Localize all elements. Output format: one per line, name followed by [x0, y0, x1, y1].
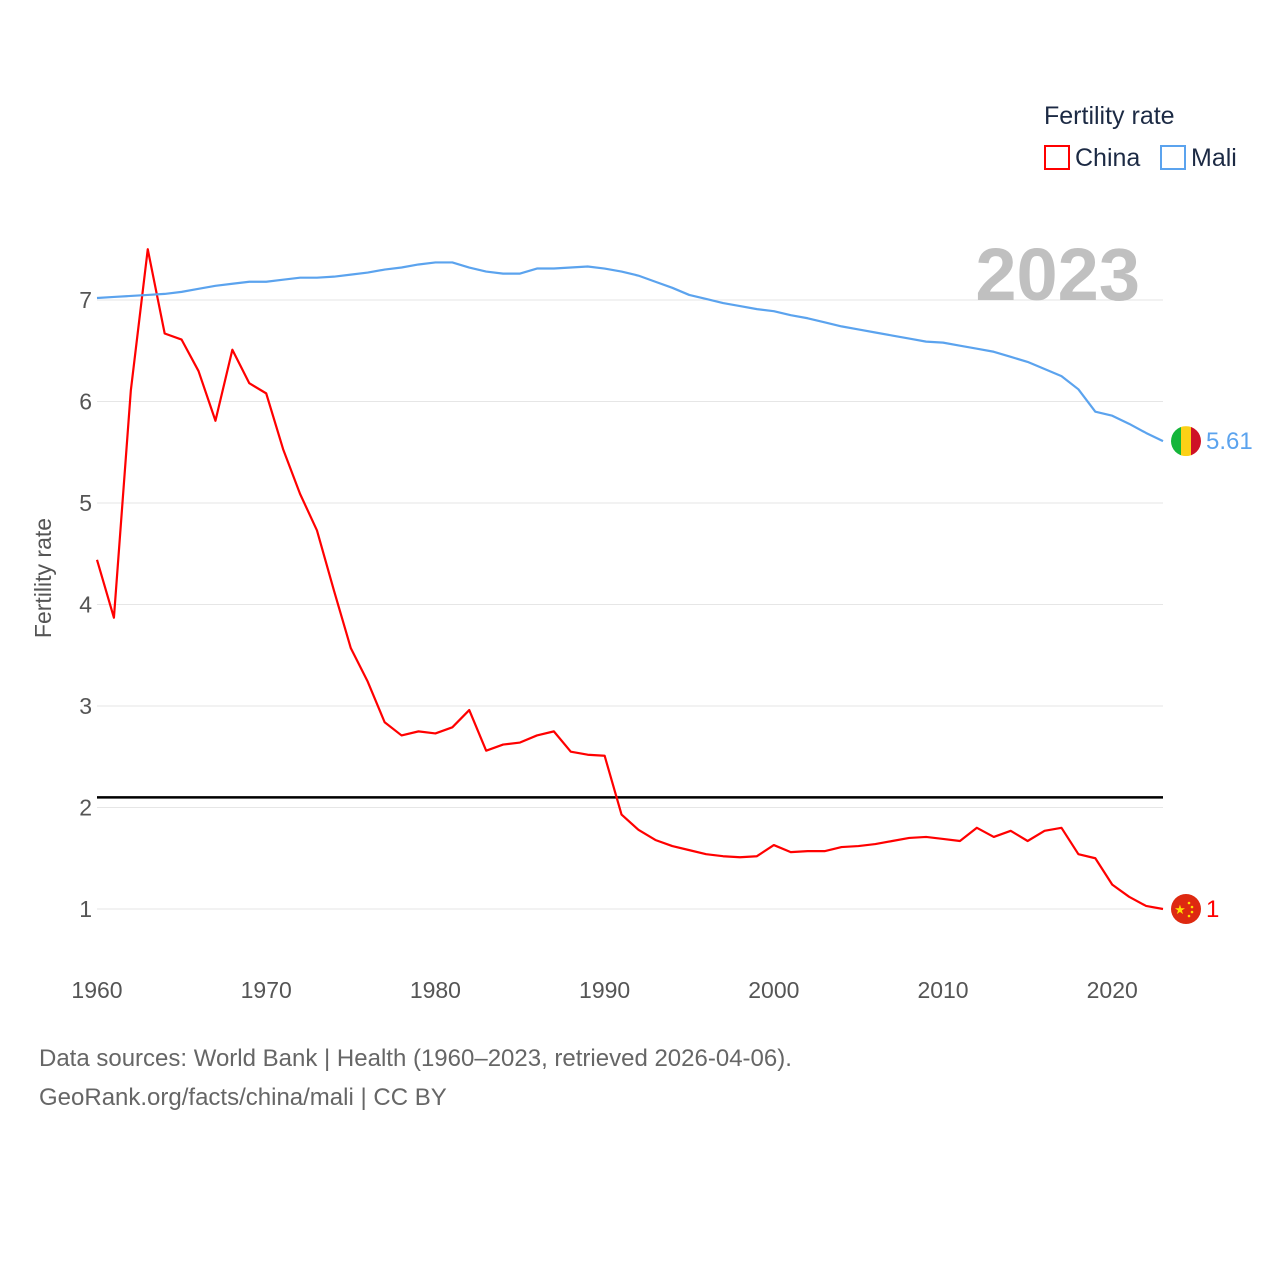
- flag-stripe: [1171, 426, 1182, 457]
- legend-item-mali[interactable]: Mali: [1160, 144, 1237, 172]
- x-tick-label: 2020: [1087, 977, 1138, 1003]
- small-star-icon: [1190, 905, 1194, 909]
- series-line-china: [95, 248, 1164, 911]
- x-tick-label: 1970: [241, 977, 292, 1003]
- end-value-label-mali: 5.61: [1206, 428, 1253, 455]
- small-star-icon: [1187, 901, 1191, 905]
- x-tick-label: 2010: [917, 977, 968, 1003]
- legend-item-china[interactable]: China: [1044, 144, 1140, 172]
- legend-title: Fertility rate: [1044, 102, 1175, 130]
- small-star-icon: [1187, 914, 1191, 918]
- y-tick-label: 6: [79, 389, 92, 415]
- x-tick-label: 1990: [579, 977, 630, 1003]
- flag-stripe: [1191, 426, 1201, 457]
- x-tick-label: 2000: [748, 977, 799, 1003]
- flag-stripe: [1181, 426, 1192, 457]
- legend-label-china: China: [1075, 144, 1140, 172]
- legend-swatch-mali: [1160, 145, 1186, 170]
- legend-swatch-china: [1044, 145, 1070, 170]
- attribution-link[interactable]: GeoRank.org/facts/china/mali | CC BY: [39, 1084, 447, 1111]
- year-watermark: 2023: [975, 233, 1140, 316]
- y-tick-label: 2: [79, 795, 92, 821]
- mali-flag-icon: [1171, 426, 1201, 457]
- small-star-icon: [1190, 910, 1194, 914]
- x-tick-label: 1980: [410, 977, 461, 1003]
- end-value-label-china: 1: [1206, 896, 1219, 923]
- china-flag-icon: ★: [1171, 894, 1201, 924]
- x-tick-label: 1960: [71, 977, 122, 1003]
- y-tick-label: 5: [79, 490, 92, 516]
- flag-background: [1171, 894, 1201, 924]
- series-line-mali: [96, 261, 1164, 443]
- y-tick-label: 3: [79, 693, 92, 719]
- star-icon: ★: [1174, 902, 1186, 917]
- y-tick-label: 1: [79, 896, 92, 922]
- legend-label-mali: Mali: [1191, 144, 1237, 172]
- y-tick-label: 7: [79, 287, 92, 313]
- data-source-text: Data sources: World Bank | Health (1960–…: [39, 1045, 792, 1072]
- y-axis-label: Fertility rate: [30, 518, 56, 638]
- y-tick-label: 4: [79, 592, 92, 618]
